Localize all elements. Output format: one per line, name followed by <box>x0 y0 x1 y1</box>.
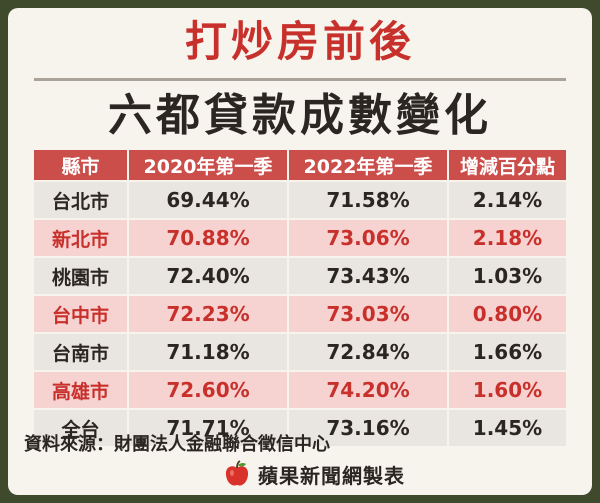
table-row: 新北市 70.88% 73.06% 2.18% <box>34 218 566 257</box>
table-row: 全台 71.71% 73.16% 1.45% <box>34 408 566 446</box>
table-cell-city: 全台 <box>34 408 129 446</box>
table-cell: 1.66% <box>448 332 566 371</box>
table-cell: 1.60% <box>448 370 566 409</box>
column-header: 縣市 <box>34 150 129 181</box>
table-row: 台北市 69.44% 71.58% 2.14% <box>34 180 566 219</box>
subtitle: 六都貸款成數變化 <box>108 90 492 141</box>
table-row: 高雄市 72.60% 74.20% 1.60% <box>34 370 566 409</box>
data-table: 縣市 2020年第一季 2022年第一季 增減百分點 台北市 69.44% 71… <box>34 150 566 446</box>
table-cell-city: 新北市 <box>34 218 129 257</box>
table-cell: 71.71% <box>128 408 289 446</box>
table-cell-city: 台南市 <box>34 332 129 371</box>
table-row: 台中市 72.23% 73.03% 0.80% <box>34 294 566 333</box>
table-cell-city: 台中市 <box>34 294 129 333</box>
table-cell: 72.40% <box>128 256 289 295</box>
table-cell: 73.06% <box>288 218 449 257</box>
table-cell: 71.18% <box>128 332 289 371</box>
table-cell-city: 台北市 <box>34 180 129 219</box>
table-cell: 73.43% <box>288 256 449 295</box>
source-note: 資料來源：財團法人金融聯合徵信中心 <box>24 434 330 455</box>
table-cell: 73.16% <box>288 408 449 446</box>
column-header: 增減百分點 <box>448 150 566 181</box>
brand-name: 蘋果新聞網製表 <box>258 463 405 488</box>
title: 打炒房前後 <box>184 17 415 66</box>
title-divider <box>34 78 566 81</box>
table-cell: 1.45% <box>448 408 566 446</box>
column-header: 2020年第一季 <box>128 150 289 181</box>
table-cell: 0.80% <box>448 294 566 333</box>
table-row: 台南市 71.18% 72.84% 1.66% <box>34 332 566 371</box>
brand-footer: 蘋果新聞網製表 <box>222 458 405 490</box>
table-cell: 72.84% <box>288 332 449 371</box>
table-cell-city: 高雄市 <box>34 370 129 409</box>
table-cell: 69.44% <box>128 180 289 219</box>
table-cell: 2.14% <box>448 180 566 219</box>
table-cell: 71.58% <box>288 180 449 219</box>
apple-icon <box>225 460 249 486</box>
table-cell: 2.18% <box>448 218 566 257</box>
table-cell: 74.20% <box>288 370 449 409</box>
column-header: 2022年第一季 <box>288 150 449 181</box>
table-row: 桃園市 72.40% 73.43% 1.03% <box>34 256 566 295</box>
table-cell-city: 桃園市 <box>34 256 129 295</box>
table-header-row: 縣市 2020年第一季 2022年第一季 增減百分點 <box>34 150 566 181</box>
table-cell: 72.60% <box>128 370 289 409</box>
table-cell: 70.88% <box>128 218 289 257</box>
infographic-card: 打炒房前後 六都貸款成數變化 縣市 2020年第一季 2022年第一季 增減百分… <box>8 8 592 495</box>
table-cell: 73.03% <box>288 294 449 333</box>
table-cell: 1.03% <box>448 256 566 295</box>
table-cell: 72.23% <box>128 294 289 333</box>
